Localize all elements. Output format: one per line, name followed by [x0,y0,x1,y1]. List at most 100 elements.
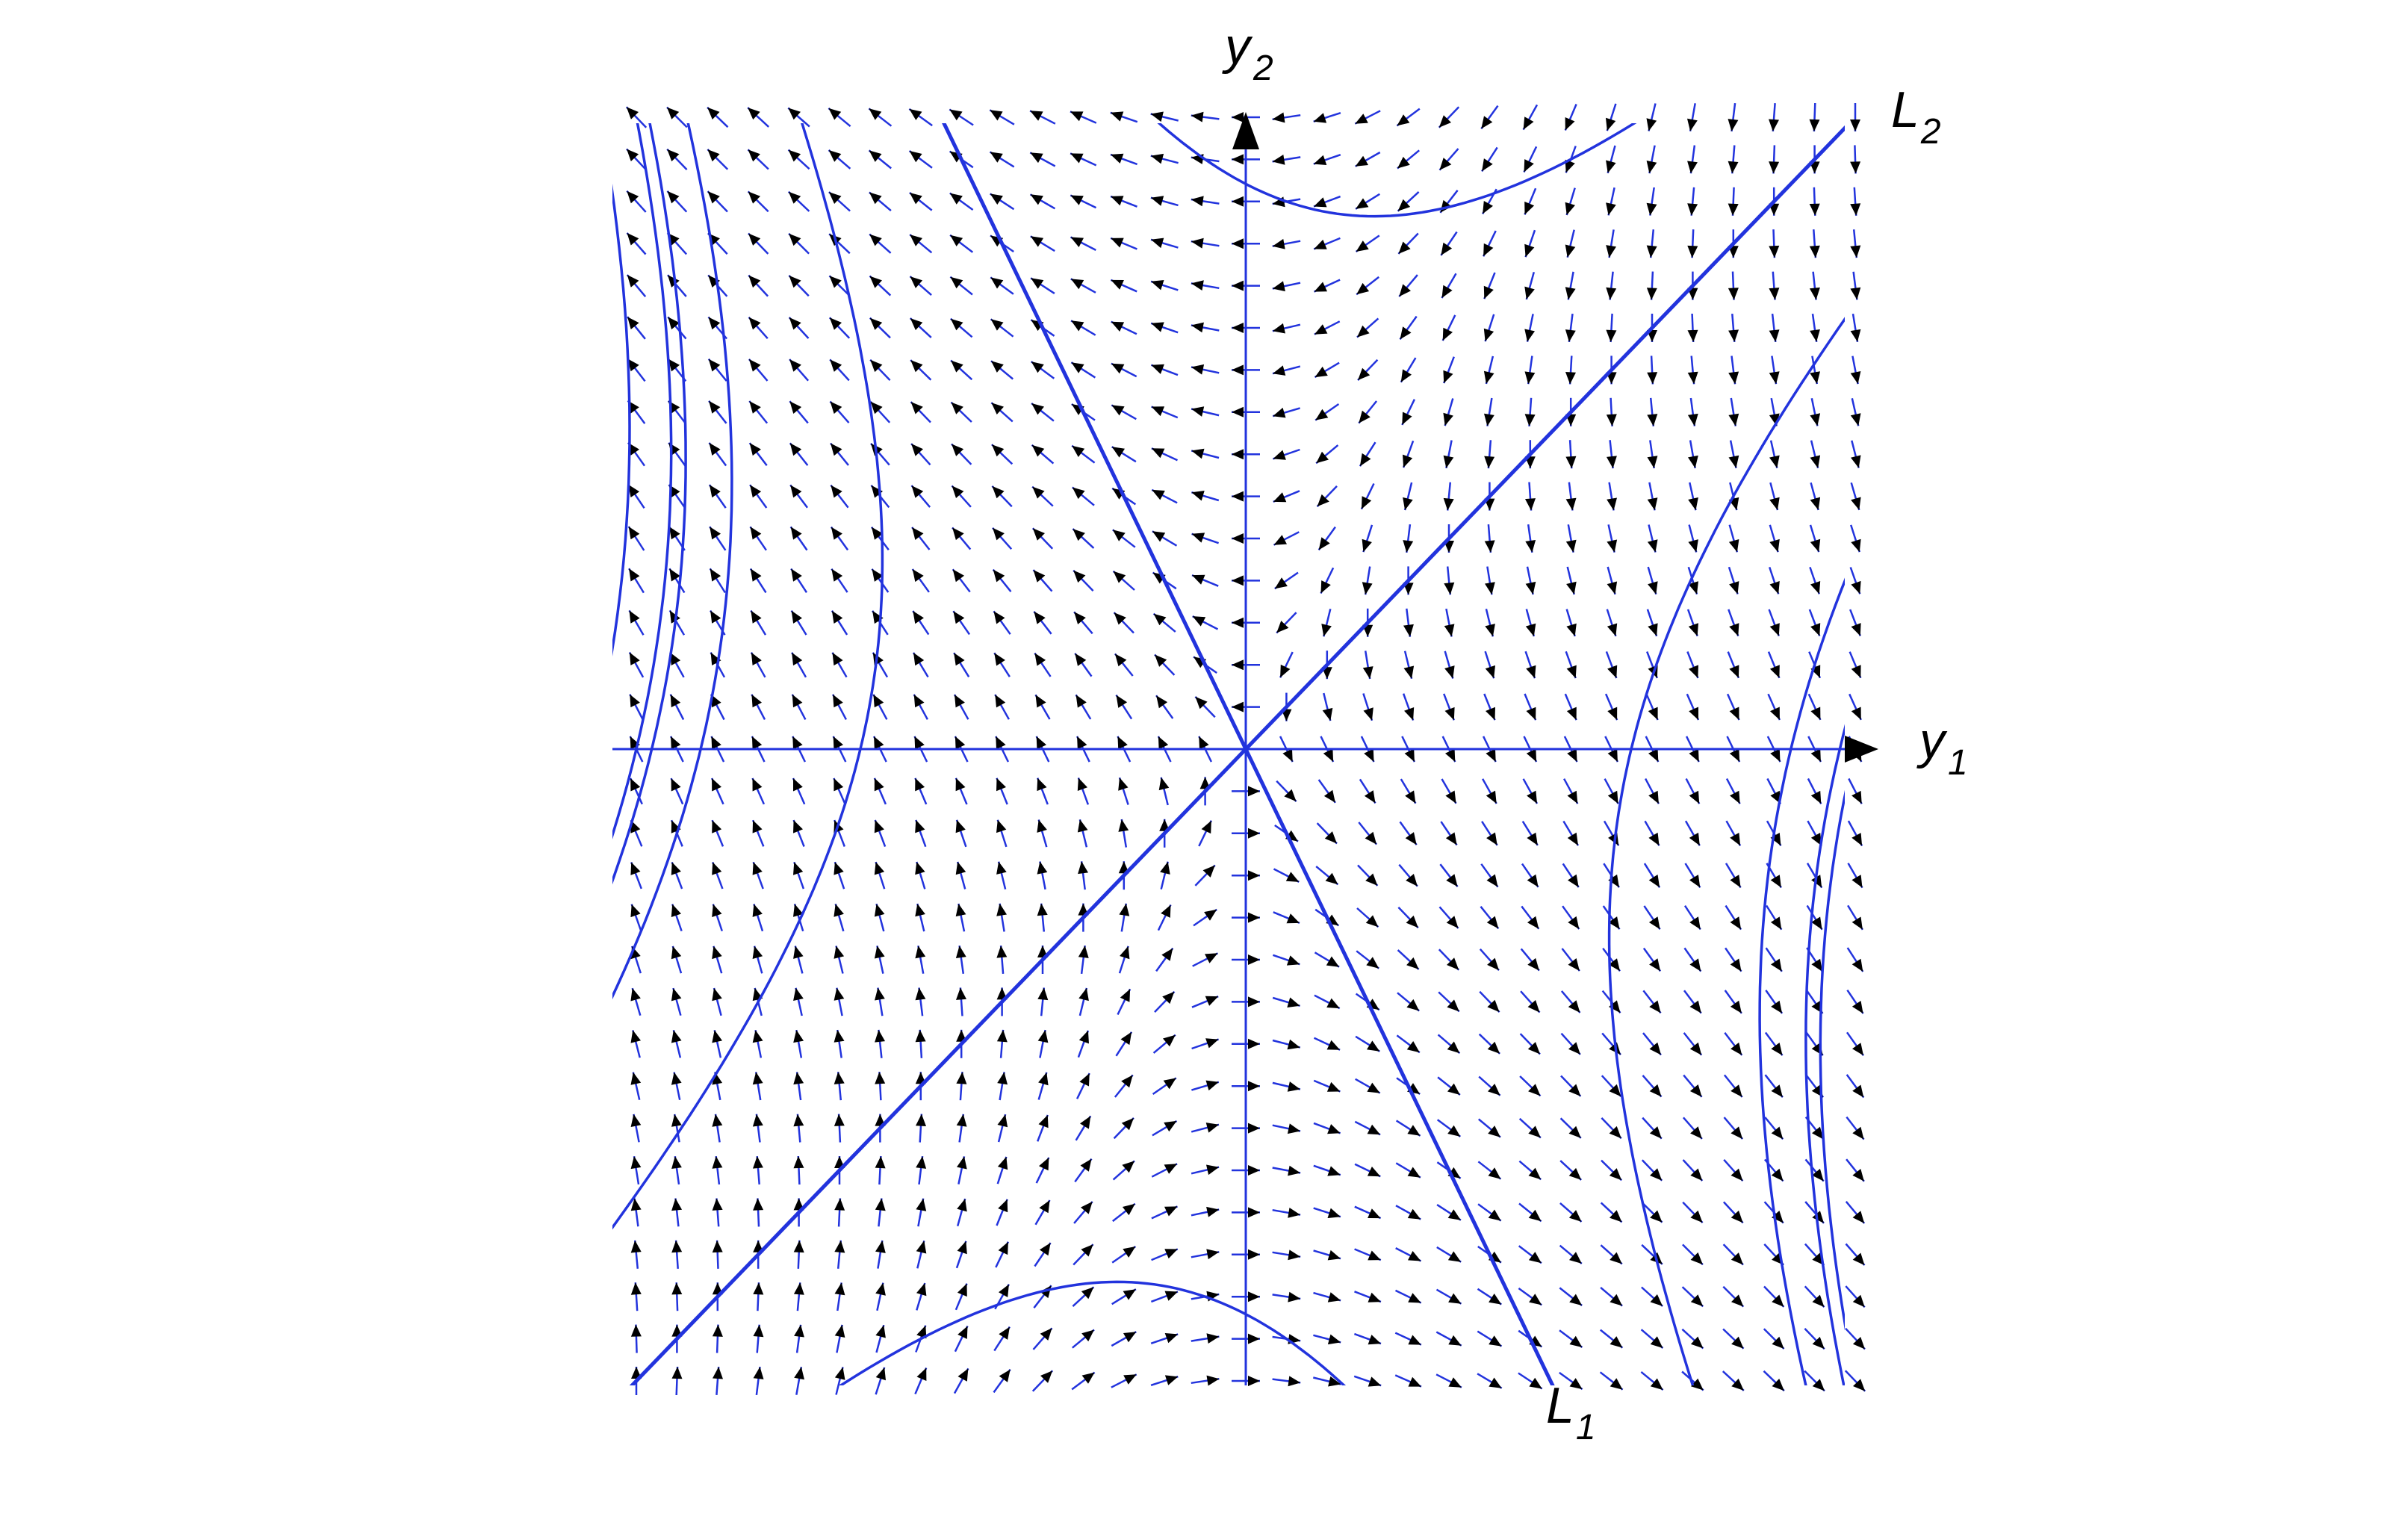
field-arrow-head [1037,1030,1049,1043]
field-arrow-head [955,695,965,708]
field-arrow-head [832,652,843,666]
field-arrow-head [1771,1000,1783,1013]
field-arrow-head [1769,161,1780,174]
field-arrow-head [999,1369,1011,1382]
field-arrow-head [909,193,922,205]
field-arrow-head [1284,789,1297,802]
field-arrow-head [1648,875,1660,888]
field-arrow-head [1483,370,1494,384]
field-arrow-head [1689,748,1699,763]
eigenline-l1 [942,123,1555,1385]
field-arrow-head [671,1240,683,1253]
field-arrow-head [1406,957,1419,969]
field-arrow-head [1191,196,1204,207]
field-arrow-head [993,569,1005,583]
field-arrow-head [1607,623,1618,636]
field-arrow-head [1728,539,1739,553]
field-arrow-head [1812,1126,1824,1140]
y-axis-label-sub: 2 [1253,49,1273,88]
field-arrow-head [1161,948,1173,961]
field-arrow-head [1568,1210,1582,1222]
field-arrow-head [748,149,760,162]
field-arrow-head [1248,1081,1260,1092]
field-arrow-head [914,736,925,750]
field-arrow-head [709,442,721,456]
field-arrow-head [1031,278,1044,289]
field-arrow-head [1729,707,1739,720]
field-arrow-head [628,484,640,497]
field-arrow-head [1405,790,1416,804]
field-arrow-head [1365,873,1378,886]
field-arrow-head [1649,1000,1661,1013]
field-arrow-head [950,318,963,331]
field-arrow-head [667,149,680,162]
field-arrow-head [1851,833,1863,846]
field-arrow-head [708,275,720,288]
field-arrow-head [1769,371,1780,385]
field-arrow-head [1406,874,1418,887]
field-arrow-head [1406,915,1418,928]
field-arrow-head [1111,447,1125,458]
field-arrow-head [1191,237,1204,249]
field-arrow-head [1772,1336,1784,1349]
field-arrow-head [630,694,640,708]
field-arrow-head [1486,832,1497,845]
field-arrow-head [1528,1125,1541,1138]
field-arrow-head [1730,916,1742,930]
field-arrow-head [707,191,720,204]
field-arrow-head [1073,529,1085,541]
field-arrow-head [1446,874,1458,887]
field-arrow-head [1191,364,1205,375]
field-arrow-head [671,1072,682,1085]
field-arrow-head [750,568,762,582]
field-arrow-head [829,276,842,288]
field-arrow-head [1525,581,1536,594]
field-arrow-head [1355,114,1368,124]
field-arrow-head [1648,707,1658,720]
l1-label: L1 [1546,1377,1596,1447]
field-arrow-head [793,1156,804,1169]
field-arrow-head [1406,1041,1420,1053]
field-arrow-head [793,904,804,917]
field-arrow-head [998,1241,1008,1255]
field-arrow-head [671,862,681,875]
field-arrow-head [1610,1336,1623,1348]
field-arrow-head [671,1114,682,1127]
field-arrow-head [1527,957,1539,971]
field-arrow-head [1850,119,1860,131]
field-arrow-head [1607,539,1618,553]
field-arrow-head [750,485,762,498]
field-arrow-head [1248,954,1260,965]
field-arrow-head [1123,1374,1137,1385]
field-arrow-head [1164,1206,1178,1217]
field-arrow-head [954,653,965,666]
field-arrow-head [1361,496,1372,509]
field-arrow-head [950,276,963,289]
field-arrow-head [751,694,762,708]
field-arrow-head [834,1030,845,1043]
field-arrow-head [1040,1370,1053,1383]
trajectory-curve [612,123,884,1230]
field-arrow-head [1850,203,1861,216]
trajectory-curve [838,1280,1347,1385]
field-arrow-head [1368,1250,1381,1261]
field-arrow-head [1397,156,1410,169]
field-arrow-head [1273,407,1286,418]
field-arrow-head [1191,491,1205,501]
field-arrow-head [1648,623,1658,636]
field-arrow-head [1688,623,1698,636]
field-arrow-head [752,1030,763,1043]
field-arrow-head [1248,996,1260,1007]
y-axis-arrowhead [1232,112,1259,149]
field-arrow-head [1606,202,1616,216]
field-arrow-head [956,1114,967,1127]
field-arrow-head [1486,874,1498,887]
field-arrow-head [1403,454,1413,468]
field-arrow-head [1731,1126,1743,1140]
field-arrow-head [1206,1164,1220,1176]
field-arrow-head [1646,202,1657,216]
field-arrow-head [1314,239,1327,249]
field-arrow-head [1441,242,1453,255]
field-arrow-head [748,358,761,372]
field-arrow-head [1122,1203,1135,1216]
